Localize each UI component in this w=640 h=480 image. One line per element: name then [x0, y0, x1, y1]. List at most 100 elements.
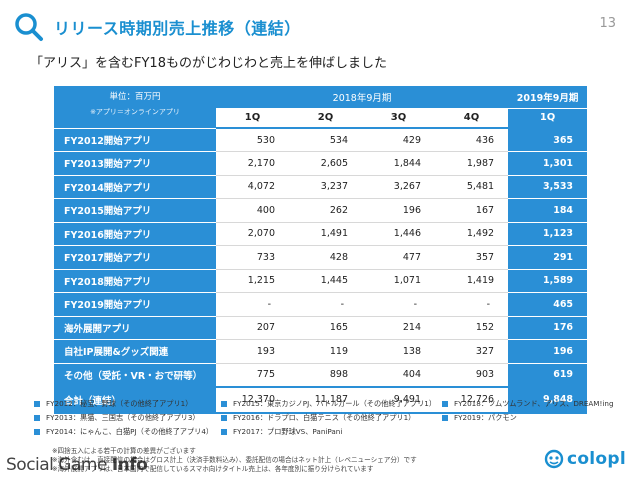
- quarter-value: 775: [216, 363, 289, 387]
- row-label: FY2016開始アプリ: [54, 222, 216, 246]
- quarter-value: 2,070: [216, 222, 289, 246]
- quarter-value: 3,237: [289, 175, 362, 199]
- footnote: ※四捨五入による若干の計算の差異がございます: [52, 447, 196, 455]
- table-row: その他（受託・VR・おで研等） 775 898 404 903 619: [54, 363, 588, 387]
- row-label: FY2019開始アプリ: [54, 292, 216, 317]
- fy2019-value: 465: [508, 292, 588, 317]
- footnotes: ※四捨五入による若干の計算の差異がございます ※海外含むは、直接配信の場合はグロス…: [52, 447, 417, 474]
- quarter-value: 1,215: [216, 269, 289, 293]
- quarter-value: 428: [289, 245, 362, 270]
- total-label: 合計（連結）: [54, 385, 216, 414]
- total-row: 合計（連結） 12,370 11,187 9,491 12,726 9,848: [54, 385, 588, 414]
- quarter-value: 167: [435, 198, 509, 223]
- quarter-value: 1,071: [362, 269, 435, 293]
- legend-text: FY2015：東京カジノPJ、バトルガール（その他終了アプリ1）: [233, 399, 437, 408]
- quarter-header: 4Q: [435, 108, 509, 129]
- quarter-value: 1,419: [435, 269, 509, 293]
- fy2019-value: 291: [508, 245, 588, 270]
- period-2019-header: 2019年9月期: [508, 86, 588, 109]
- quarter-value: 733: [216, 245, 289, 270]
- quarter-value: 898: [289, 363, 362, 387]
- quarter-value: 400: [216, 198, 289, 223]
- legend-item: FY2013：黒猫、三国志（その他終了アプリ3）: [34, 411, 213, 425]
- quarter-header: 3Q: [362, 108, 435, 129]
- legend-text: FY2016：ドラプロ、白猫テニス（その他終了アプリ1）: [233, 413, 416, 422]
- legend-text: FY2019：パクモン: [454, 413, 517, 422]
- quarter-value: 165: [289, 316, 362, 340]
- legend-text: FY2017：プロ野球VS、PaniPani: [233, 427, 343, 436]
- legend-item: FY2019：パクモン: [442, 411, 614, 425]
- legend-square-icon: [221, 429, 227, 435]
- quarter-value: 3,267: [362, 175, 435, 199]
- row-label: FY2013開始アプリ: [54, 151, 216, 176]
- quarter-value: 903: [435, 363, 509, 387]
- table-row: FY2015開始アプリ 400 262 196 167 184: [54, 198, 588, 223]
- quarter-value: 1,987: [435, 151, 509, 176]
- legend-square-icon: [442, 415, 448, 421]
- table-row: FY2019開始アプリ - - - -465: [54, 292, 588, 317]
- row-label: 自社IP展開&グッズ関連: [54, 339, 216, 364]
- total-quarter-value: 9,491: [362, 385, 435, 414]
- fy2019-value: 1,589: [508, 269, 588, 293]
- slide-title-bar: リリース時期別売上推移（連結）: [14, 10, 301, 44]
- quarter-value: 357: [435, 245, 509, 270]
- quarter-header-2019: 1Q: [508, 108, 588, 129]
- legend-item: FY2017：プロ野球VS、PaniPani: [221, 425, 436, 439]
- quarter-value: 2,170: [216, 151, 289, 176]
- row-label: FY2017開始アプリ: [54, 245, 216, 270]
- quarter-value: 1,445: [289, 269, 362, 293]
- legend-text: FY2014：にゃんこ、白猫PJ（その他終了アプリ4）: [46, 427, 214, 436]
- unit-header: 単位：百万円 ※アプリ＝オンラインアプリ: [54, 86, 216, 129]
- quarter-value: 1,844: [362, 151, 435, 176]
- quarter-value: 196: [362, 198, 435, 223]
- table-row: FY2014開始アプリ 4,072 3,237 3,267 5,481 3,533: [54, 175, 588, 199]
- fy2019-value: 619: [508, 363, 588, 387]
- quarter-value: 436: [435, 128, 509, 152]
- table-body: FY2012開始アプリ 530 534 429 436 365 FY2013開始アプリ 2,1…: [54, 128, 588, 414]
- table-row: FY2017開始アプリ 733 428 477 357 291: [54, 245, 588, 270]
- quarter-value: 534: [289, 128, 362, 152]
- quarter-value: 327: [435, 339, 509, 364]
- unit-note: ※アプリ＝オンラインアプリ: [90, 108, 180, 116]
- legend-column: FY2012：秘宝、野球（その他終了アプリ1） FY2013：黒猫、三国志（その他…: [34, 397, 213, 439]
- table-row: FY2012開始アプリ 530 534 429 436 365: [54, 128, 588, 152]
- watermark: Social Game Info: [6, 455, 148, 475]
- unit-label: 単位：百万円: [109, 92, 161, 102]
- legend-square-icon: [34, 415, 40, 421]
- table-row: FY2016開始アプリ 2,070 1,491 1,446 1,492 1,123: [54, 222, 588, 246]
- watermark-text-bold: Info: [111, 455, 148, 475]
- fy2019-value: 176: [508, 316, 588, 340]
- quarter-value: 214: [362, 316, 435, 340]
- colopl-logo: colopl: [544, 449, 626, 469]
- quarter-value: 207: [216, 316, 289, 340]
- quarter-value: -: [435, 292, 509, 317]
- quarter-value: -: [289, 292, 362, 317]
- period-2018-header: 2018年9月期: [216, 86, 509, 109]
- legend-item: FY2014：にゃんこ、白猫PJ（その他終了アプリ4）: [34, 425, 213, 439]
- legend-column: FY2015：東京カジノPJ、バトルガール（その他終了アプリ1） FY2016：ド…: [221, 397, 436, 439]
- row-label: その他（受託・VR・おで研等）: [54, 363, 216, 387]
- quarter-value: 2,605: [289, 151, 362, 176]
- row-label: FY2014開始アプリ: [54, 175, 216, 199]
- slide-title: リリース時期別売上推移（連結）: [54, 19, 301, 38]
- revenue-table: 単位：百万円 ※アプリ＝オンラインアプリ 2018年9月期 2019年9月期 1…: [54, 86, 588, 414]
- quarter-value: 1,446: [362, 222, 435, 246]
- quarter-header: 1Q: [216, 108, 289, 129]
- quarter-value: 262: [289, 198, 362, 223]
- magnifier-icon: [15, 13, 43, 41]
- watermark-text: Social Game: [6, 455, 112, 475]
- quarter-value: 4,072: [216, 175, 289, 199]
- quarter-value: 138: [362, 339, 435, 364]
- legend-square-icon: [221, 415, 227, 421]
- table-row: 自社IP展開&グッズ関連 193 119 138 327 196: [54, 339, 588, 364]
- legend-text: FY2012：秘宝、野球（その他終了アプリ1）: [46, 399, 193, 408]
- row-label: 海外展開アプリ: [54, 316, 216, 340]
- legend-text: FY2018：ツムツムランド、アリス、DREAM!ing: [454, 399, 614, 408]
- total-quarter-value: 12,726: [435, 385, 509, 414]
- slide-subtitle: 「アリス」を含むFY18ものがじわじわと売上を伸ばしました: [30, 56, 387, 71]
- footnote: ※海外展開アプリは、日本国内で配信しているスマホ向けタイトル売上は、各年度別に振…: [52, 465, 374, 473]
- total-quarter-value: 12,370: [216, 385, 289, 414]
- legend-item: FY2012：秘宝、野球（その他終了アプリ1）: [34, 397, 213, 411]
- legend-square-icon: [34, 429, 40, 435]
- legend-square-icon: [221, 401, 227, 407]
